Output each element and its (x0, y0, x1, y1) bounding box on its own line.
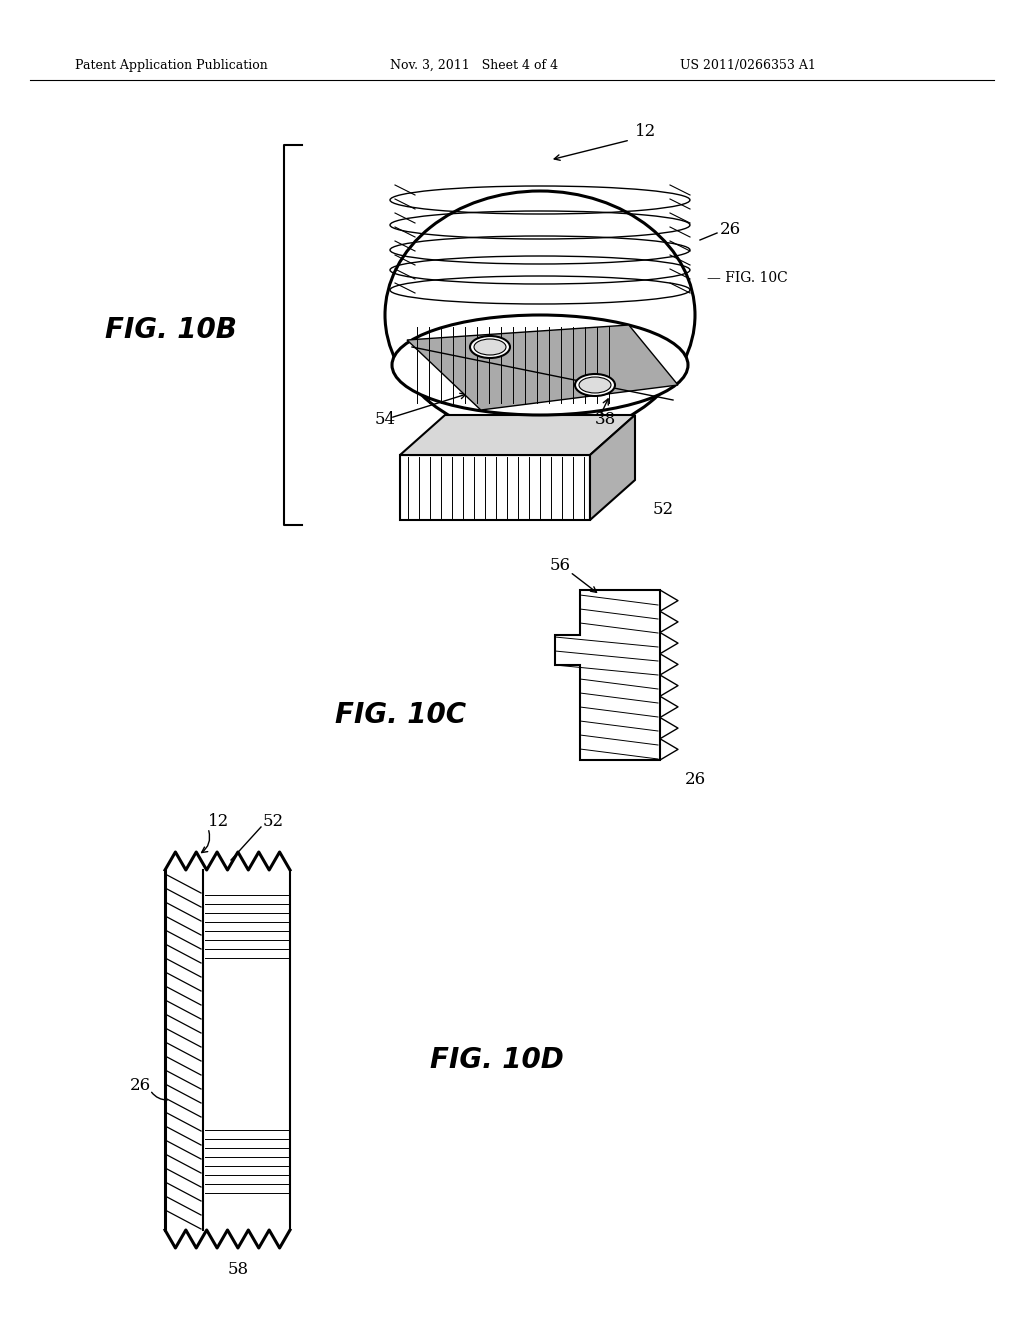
Text: 56: 56 (550, 557, 571, 573)
Text: FIG. 10D: FIG. 10D (430, 1045, 564, 1074)
Polygon shape (555, 590, 660, 760)
Ellipse shape (392, 315, 688, 414)
Ellipse shape (474, 339, 506, 355)
Text: 26: 26 (720, 222, 741, 239)
Text: 12: 12 (635, 124, 656, 140)
Text: 52: 52 (263, 813, 284, 830)
Ellipse shape (470, 337, 510, 358)
Text: 54: 54 (375, 412, 396, 429)
Text: 52: 52 (653, 502, 674, 519)
Text: 58: 58 (228, 1262, 249, 1279)
Polygon shape (400, 455, 590, 520)
Text: US 2011/0266353 A1: US 2011/0266353 A1 (680, 58, 816, 71)
Text: FIG. 10B: FIG. 10B (105, 315, 237, 345)
Text: FIG. 10C: FIG. 10C (335, 701, 466, 729)
Text: Patent Application Publication: Patent Application Publication (75, 58, 267, 71)
Text: 12: 12 (208, 813, 229, 830)
Ellipse shape (579, 378, 611, 393)
Ellipse shape (575, 374, 615, 396)
Text: 38: 38 (595, 412, 616, 429)
Text: — FIG. 10C: — FIG. 10C (707, 271, 787, 285)
Polygon shape (400, 414, 635, 455)
Polygon shape (407, 325, 678, 411)
Text: 26: 26 (130, 1077, 152, 1093)
Text: Nov. 3, 2011   Sheet 4 of 4: Nov. 3, 2011 Sheet 4 of 4 (390, 58, 558, 71)
Polygon shape (590, 414, 635, 520)
Text: 26: 26 (685, 771, 707, 788)
